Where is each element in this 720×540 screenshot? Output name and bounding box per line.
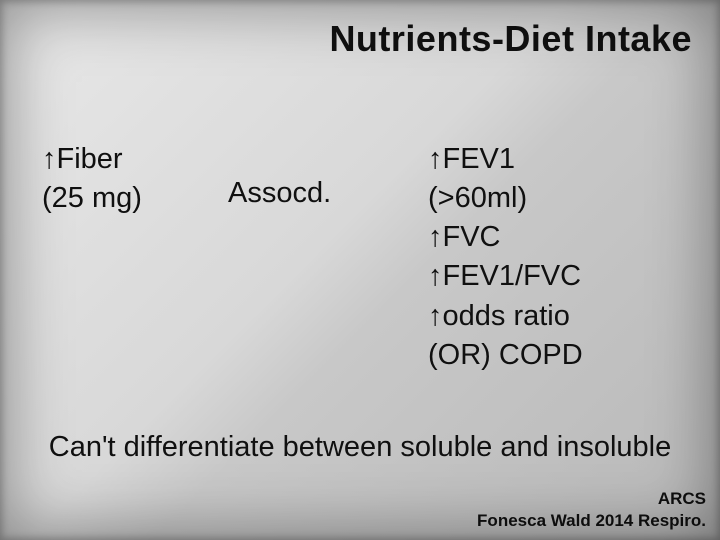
text-line: ↑FVC bbox=[428, 218, 702, 257]
text-line: ↑FEV1 bbox=[428, 140, 702, 179]
credits-line: ARCS bbox=[477, 488, 706, 510]
text-line: (25 mg) bbox=[42, 179, 228, 218]
col-right: ↑FEV1 (>60ml) ↑FVC ↑FEV1/FVC ↑odds ratio… bbox=[418, 140, 702, 375]
text-line: Assocd. bbox=[228, 174, 418, 213]
text-line: ↑FEV1/FVC bbox=[428, 257, 702, 296]
credits-block: ARCS Fonesca Wald 2014 Respiro. bbox=[477, 488, 706, 532]
credits-line: Fonesca Wald 2014 Respiro. bbox=[477, 510, 706, 532]
footnote: Can't differentiate between soluble and … bbox=[0, 429, 720, 466]
text-line: ↑Fiber bbox=[42, 140, 228, 179]
col-left: ↑Fiber (25 mg) bbox=[18, 140, 228, 375]
content-columns: ↑Fiber (25 mg) Assocd. ↑FEV1 (>60ml) ↑FV… bbox=[18, 140, 702, 375]
page-title: Nutrients-Diet Intake bbox=[18, 18, 702, 60]
text-line: (>60ml) bbox=[428, 179, 702, 218]
slide: Nutrients-Diet Intake ↑Fiber (25 mg) Ass… bbox=[0, 0, 720, 540]
text-line: (OR) COPD bbox=[428, 336, 702, 375]
col-mid: Assocd. bbox=[228, 140, 418, 375]
text-line: ↑odds ratio bbox=[428, 297, 702, 336]
